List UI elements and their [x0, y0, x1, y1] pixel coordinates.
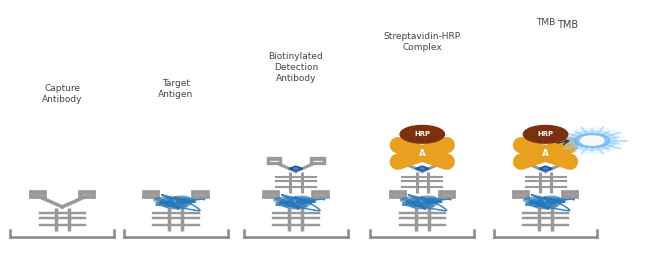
Ellipse shape: [547, 198, 566, 203]
Ellipse shape: [284, 203, 307, 209]
Ellipse shape: [411, 203, 434, 209]
Ellipse shape: [278, 202, 296, 207]
Circle shape: [575, 134, 610, 147]
FancyBboxPatch shape: [440, 192, 454, 197]
Ellipse shape: [421, 168, 424, 169]
Circle shape: [523, 126, 567, 143]
Ellipse shape: [524, 197, 544, 203]
Ellipse shape: [164, 203, 187, 209]
Ellipse shape: [177, 198, 196, 203]
Ellipse shape: [420, 196, 436, 200]
Polygon shape: [539, 166, 552, 171]
FancyBboxPatch shape: [437, 158, 450, 162]
Text: TMB: TMB: [557, 21, 578, 30]
Polygon shape: [289, 166, 303, 171]
FancyBboxPatch shape: [264, 192, 278, 197]
Ellipse shape: [405, 202, 422, 207]
FancyBboxPatch shape: [561, 158, 573, 162]
Text: Biotinylated
Detection
Antibody: Biotinylated Detection Antibody: [268, 52, 323, 83]
Text: A: A: [542, 149, 549, 158]
Text: Capture
Antibody: Capture Antibody: [42, 84, 83, 104]
FancyBboxPatch shape: [193, 192, 207, 197]
Ellipse shape: [423, 198, 442, 203]
FancyBboxPatch shape: [514, 192, 528, 197]
Text: Streptavidin-HRP
Complex: Streptavidin-HRP Complex: [384, 32, 461, 53]
Ellipse shape: [154, 197, 174, 203]
Polygon shape: [415, 166, 429, 171]
Circle shape: [400, 126, 445, 143]
Ellipse shape: [297, 198, 316, 203]
Ellipse shape: [294, 196, 310, 200]
Text: Target
Antigen: Target Antigen: [158, 79, 194, 99]
Ellipse shape: [400, 197, 421, 203]
FancyBboxPatch shape: [563, 192, 577, 197]
Ellipse shape: [280, 198, 312, 207]
FancyBboxPatch shape: [80, 192, 94, 197]
FancyBboxPatch shape: [311, 158, 324, 162]
Ellipse shape: [528, 202, 545, 207]
Text: TMB: TMB: [536, 18, 555, 27]
Text: HRP: HRP: [414, 131, 430, 137]
FancyBboxPatch shape: [268, 158, 280, 162]
Circle shape: [567, 131, 617, 150]
Ellipse shape: [543, 196, 560, 200]
Text: A: A: [419, 149, 426, 158]
Ellipse shape: [174, 196, 190, 200]
FancyBboxPatch shape: [313, 192, 328, 197]
Ellipse shape: [406, 198, 438, 207]
FancyBboxPatch shape: [391, 192, 405, 197]
Circle shape: [560, 128, 625, 153]
FancyBboxPatch shape: [31, 192, 45, 197]
Text: HRP: HRP: [538, 131, 554, 137]
Ellipse shape: [159, 202, 176, 207]
Ellipse shape: [294, 168, 298, 169]
Ellipse shape: [274, 197, 294, 203]
FancyBboxPatch shape: [517, 158, 530, 162]
FancyBboxPatch shape: [395, 158, 407, 162]
FancyBboxPatch shape: [144, 192, 159, 197]
Ellipse shape: [543, 168, 547, 169]
Circle shape: [580, 136, 604, 145]
Ellipse shape: [534, 203, 557, 209]
Ellipse shape: [530, 198, 562, 207]
Ellipse shape: [160, 198, 192, 207]
